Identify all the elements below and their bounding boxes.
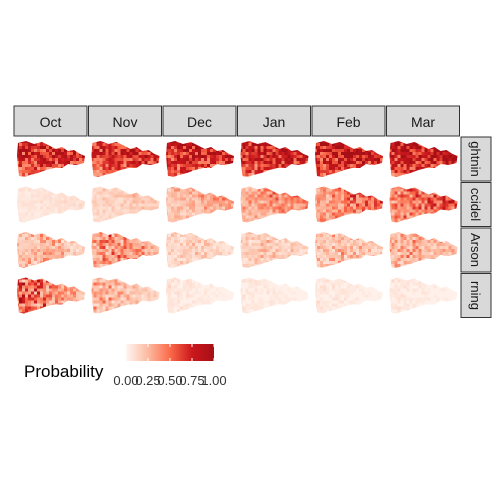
column-strip-label: Jan [263, 114, 286, 130]
column-strip-label: Nov [113, 114, 138, 130]
map-panel [315, 277, 383, 314]
legend-tick-label: 0.50 [157, 373, 182, 388]
row-strip: ccidel [460, 182, 492, 227]
map-panels [17, 141, 458, 314]
row-strip-label: Arson [468, 233, 483, 267]
map-panel [315, 232, 383, 268]
legend-title: Probability [24, 362, 104, 381]
legend-tick-label: 0.25 [135, 373, 160, 388]
map-panel [166, 232, 234, 268]
row-strips: ghtnin ccidel Arson rning [460, 136, 492, 318]
legend-tick-label: 0.75 [179, 373, 204, 388]
map-panel [389, 277, 458, 314]
map-panel [166, 186, 234, 223]
column-strip: Mar [386, 105, 460, 137]
map-panel [389, 141, 458, 177]
map-panel [17, 277, 85, 314]
column-strip: Jan [237, 105, 311, 137]
column-strip: Dec [162, 105, 237, 137]
column-strip-label: Feb [336, 114, 360, 130]
map-panel [17, 186, 85, 223]
map-panel [166, 277, 234, 314]
map-panel [240, 232, 309, 268]
map-panel [389, 232, 458, 268]
row-strip-label: ghtnin [468, 141, 483, 176]
row-strip: ghtnin [460, 136, 492, 182]
map-panel [91, 186, 160, 223]
column-strip-label: Dec [187, 114, 212, 130]
row-strip-label: ccidel [468, 188, 483, 221]
map-panel [240, 141, 309, 177]
row-strip: Arson [460, 227, 492, 273]
map-panel [17, 141, 85, 177]
map-panel [389, 186, 458, 223]
legend-tick-label: 0.00 [113, 373, 138, 388]
map-panel [315, 186, 383, 223]
legend-tick-label: 1.00 [201, 373, 226, 388]
column-strip: Nov [88, 105, 162, 137]
map-panel [91, 141, 160, 177]
map-panel [240, 277, 309, 314]
legend-colorbar [126, 344, 214, 361]
map-panel [166, 141, 234, 177]
column-strip: Feb [311, 105, 386, 137]
row-strip: rning [460, 273, 492, 318]
map-panel [17, 232, 85, 268]
column-strip-label: Mar [411, 114, 435, 130]
map-panel [315, 141, 383, 177]
row-strip-label: rning [468, 281, 483, 310]
column-strip: Oct [13, 105, 88, 137]
map-panel [240, 186, 309, 223]
map-panel [91, 277, 160, 314]
map-panel [91, 232, 160, 268]
column-strip-label: Oct [40, 114, 62, 130]
column-strips: Oct Nov Dec Jan Feb Mar [13, 105, 460, 137]
legend: Probability 0.000.250.500.751.00 [24, 344, 227, 388]
